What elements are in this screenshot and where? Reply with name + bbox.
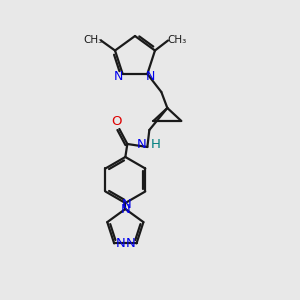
Text: CH₃: CH₃ xyxy=(167,34,187,44)
Text: N: N xyxy=(114,70,123,83)
Text: N: N xyxy=(136,139,146,152)
Text: N: N xyxy=(121,203,130,217)
Text: N: N xyxy=(126,237,135,250)
Text: H: H xyxy=(150,139,160,152)
Text: N: N xyxy=(122,199,131,212)
Text: CH₃: CH₃ xyxy=(83,34,103,44)
Text: N: N xyxy=(115,237,125,250)
Text: N: N xyxy=(146,70,155,83)
Text: O: O xyxy=(111,116,122,128)
